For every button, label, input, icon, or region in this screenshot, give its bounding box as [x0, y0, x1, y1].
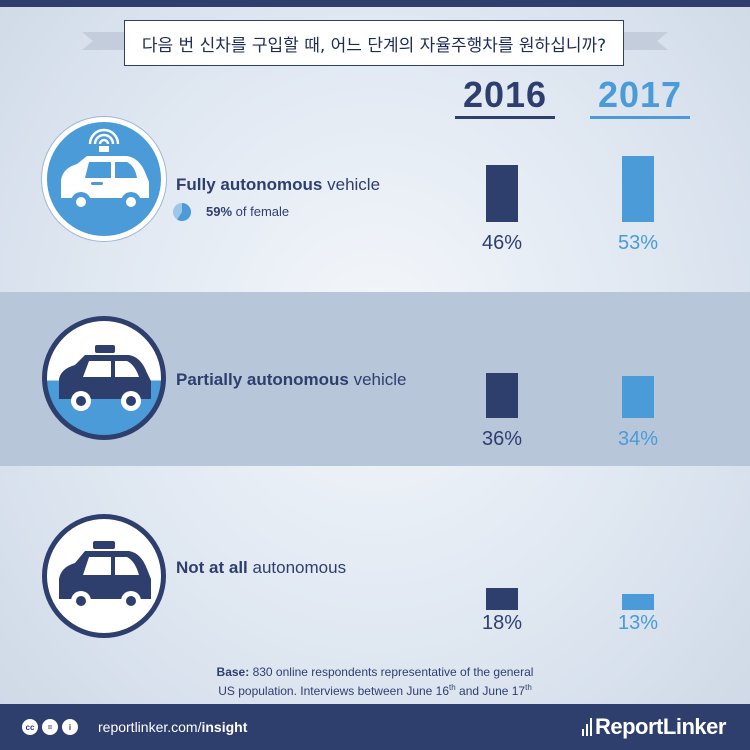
year-underline-2017 — [590, 116, 690, 119]
taxi-car-icon — [42, 316, 166, 440]
bar-2017-row-3 — [622, 593, 654, 610]
value-label-2016-row-1: 46% — [481, 232, 523, 254]
logo-bars-icon — [582, 718, 593, 736]
value-label-2016-row-3: 18% — [481, 612, 523, 634]
attribution-icon: i — [62, 719, 78, 735]
value-label-2017-row-3: 13% — [617, 612, 659, 634]
chart-title: 다음 번 신차를 구입할 때, 어느 단계의 자율주행차를 원하십니까? — [124, 20, 624, 66]
title-ribbon-left — [82, 32, 132, 50]
value-label-2016-row-2: 36% — [481, 428, 523, 450]
bar-2017-row-1 — [622, 155, 654, 222]
top-strip — [0, 0, 750, 7]
female-share-note: 59% of female — [206, 204, 290, 219]
bar-2016-row-3 — [486, 587, 518, 610]
bar-2017-row-2 — [622, 375, 654, 418]
bar-2016-row-1 — [486, 164, 518, 222]
year-header-2016: 2016 — [462, 74, 548, 115]
category-label-partially-autonomous: Partially autonomous vehicle — [176, 370, 407, 389]
title-ribbon-right — [618, 32, 668, 50]
category-label-not-autonomous: Not at all autonomous — [176, 558, 347, 577]
no-derivatives-icon: = — [42, 719, 58, 735]
footer: cc = i reportlinker.com/insight ReportLi… — [0, 704, 750, 750]
year-underline-2016 — [455, 116, 555, 119]
site-link[interactable]: reportlinker.com/insight — [98, 719, 248, 735]
creative-commons-icons: cc = i — [22, 719, 78, 735]
year-header-2017: 2017 — [597, 74, 683, 115]
female-share-pie-icon — [173, 203, 192, 221]
car-icon — [42, 514, 166, 638]
self-driving-car-sensor-icon — [42, 117, 166, 241]
bar-2016-row-2 — [486, 373, 518, 418]
cc-icon: cc — [22, 719, 38, 735]
reportlinker-logo: ReportLinker — [582, 714, 726, 740]
base-note: Base: 830 online respondents representat… — [216, 665, 534, 698]
value-label-2017-row-2: 34% — [617, 428, 659, 450]
category-label-fully-autonomous: Fully autonomous vehicle — [176, 175, 381, 194]
value-label-2017-row-1: 53% — [617, 232, 659, 254]
